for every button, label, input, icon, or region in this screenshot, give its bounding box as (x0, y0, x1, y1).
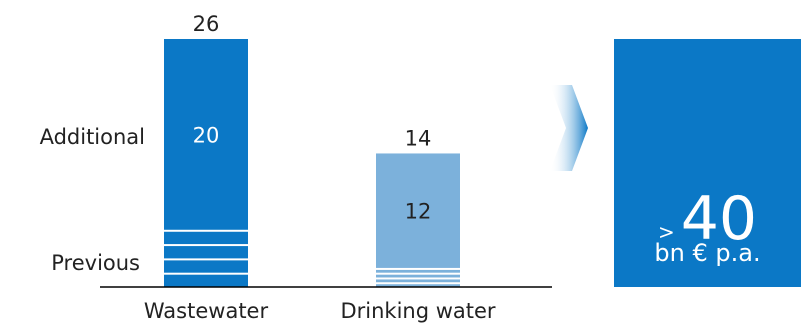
previous-stripe (164, 246, 248, 259)
bar-drinking-water (376, 153, 460, 287)
previous-stripe (164, 274, 248, 287)
total-label-drinking-water: 14 (405, 126, 432, 150)
summary-box: >40 bn € p.a. (614, 39, 801, 287)
previous-stripe (376, 269, 460, 273)
previous-stripe (164, 231, 248, 245)
stacked-bar-chart: 26 14 20 12 Additional Previous Wastewat… (40, 12, 588, 323)
series-label-additional: Additional (40, 125, 145, 149)
bar-wastewater-previous (164, 231, 248, 287)
summary-unit: bn € p.a. (654, 239, 761, 267)
bars-group (164, 39, 460, 287)
chevron-arrow-icon (550, 85, 588, 171)
summary-figure: >40 (614, 189, 801, 249)
category-label-drinking-water: Drinking water (340, 299, 495, 323)
bar-wastewater-additional (164, 39, 248, 230)
previous-stripe (376, 284, 460, 287)
previous-stripe (376, 274, 460, 278)
bar-drinking-water-previous (376, 269, 460, 287)
previous-stripe (376, 279, 460, 283)
series-label-previous: Previous (51, 251, 140, 275)
total-label-wastewater: 26 (193, 12, 220, 36)
summary-value: 40 (680, 184, 758, 254)
category-label-wastewater: Wastewater (144, 299, 269, 323)
previous-stripe (164, 260, 248, 273)
bar-wastewater (164, 39, 248, 287)
additional-value-label-drinking-water: 12 (405, 200, 432, 224)
additional-value-label-wastewater: 20 (193, 123, 220, 147)
summary-prefix: > (657, 220, 675, 244)
bar-drinking-water-additional (376, 153, 460, 268)
